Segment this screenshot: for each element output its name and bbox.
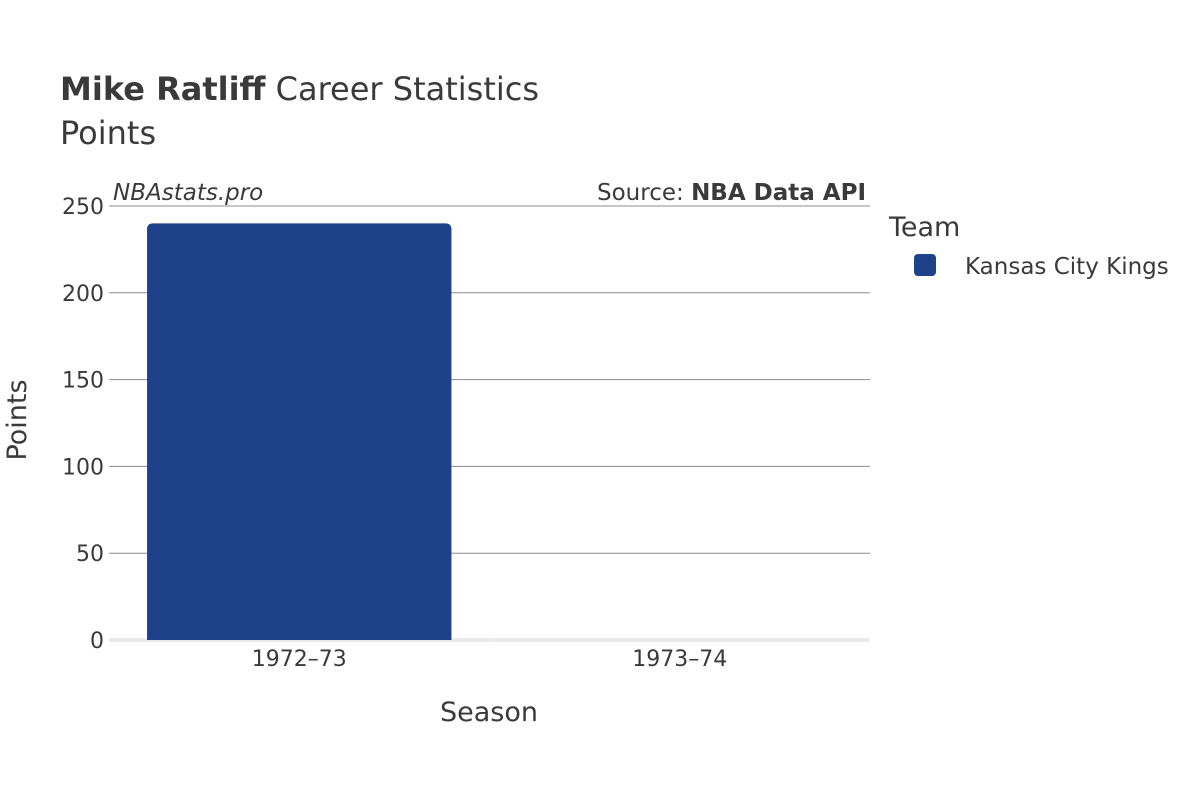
y-axis-title: Points xyxy=(2,379,33,460)
y-tick-label: 0 xyxy=(90,629,104,654)
source-prefix: Source: xyxy=(597,180,691,206)
legend[interactable]: Kansas City Kings xyxy=(914,254,1169,280)
x-tick-label: 1973–74 xyxy=(632,647,727,672)
source-name: NBA Data API xyxy=(691,180,866,206)
y-tick-label: 50 xyxy=(76,542,104,567)
chart-title: Mike Ratliff Career Statistics xyxy=(60,70,539,108)
y-axis-ticks: 0 50 100 150 200 250 xyxy=(62,195,104,654)
source-credit: Source: NBA Data API xyxy=(597,180,866,206)
bar-1972–73[interactable] xyxy=(147,223,452,641)
legend-item-label[interactable]: Kansas City Kings xyxy=(965,254,1169,280)
legend-swatch[interactable] xyxy=(914,254,936,276)
y-tick-label: 150 xyxy=(62,369,104,394)
y-tick-label: 250 xyxy=(62,195,104,220)
y-tick-label: 200 xyxy=(62,282,104,307)
x-axis-ticks: 1972–73 1973–74 xyxy=(252,647,727,672)
title-rest: Career Statistics xyxy=(276,70,539,108)
x-axis-title: Season xyxy=(440,697,538,728)
bars xyxy=(109,223,870,642)
watermark: NBAstats.pro xyxy=(113,180,263,206)
player-name: Mike Ratliff xyxy=(60,70,267,108)
x-tick-label: 1972–73 xyxy=(252,647,347,672)
y-tick-label: 100 xyxy=(62,455,104,480)
chart-subtitle: Points xyxy=(60,114,156,152)
legend-title: Team xyxy=(888,212,960,243)
category-baseline xyxy=(489,638,870,642)
